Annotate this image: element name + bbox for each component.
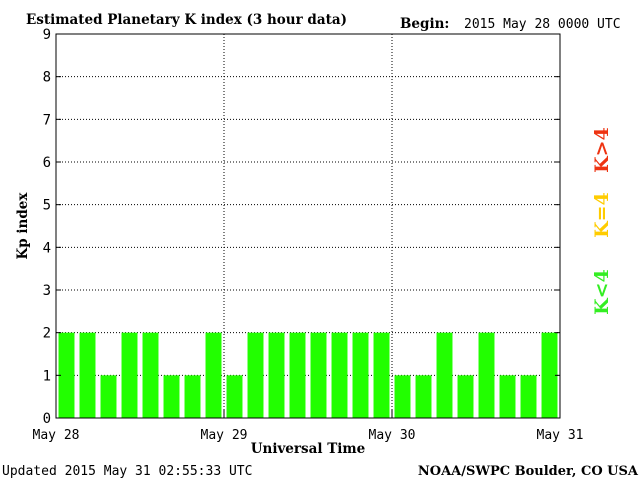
y-tick-label: 4 (43, 240, 51, 256)
bars-group (58, 332, 558, 418)
grid-lines (56, 34, 560, 418)
kp-bar (520, 375, 537, 418)
x-tick-label: May 30 (369, 428, 416, 443)
x-tick-label: May 29 (201, 428, 248, 443)
y-tick-label: 6 (43, 155, 51, 171)
kp-bar (541, 332, 558, 418)
y-tick-label: 2 (43, 326, 51, 342)
kp-bar (163, 375, 180, 418)
kp-bar (100, 375, 117, 418)
kp-bar (184, 375, 201, 418)
legend-k-below-4: K<4 (591, 269, 613, 315)
kp-bar (142, 332, 159, 418)
kp-bar (58, 332, 75, 418)
plot-frame (55, 33, 561, 419)
legend-k-equal-4: K=4 (591, 192, 613, 238)
y-axis-label: Kp index (15, 192, 31, 260)
kp-bar (457, 375, 474, 418)
source-credit: NOAA/SWPC Boulder, CO USA (418, 464, 639, 479)
x-ticks: May 28 May 29 May 30 May 31 (33, 410, 584, 443)
y-ticks: 0 1 2 3 4 5 6 7 8 9 (43, 27, 560, 427)
kp-bar (331, 332, 348, 418)
kp-bar (415, 375, 432, 418)
y-tick-label: 1 (43, 368, 51, 384)
kp-bar (205, 332, 222, 418)
x-tick-label: May 28 (33, 428, 80, 443)
begin-value: 2015 May 28 0000 UTC (464, 17, 621, 32)
kp-bar (310, 332, 327, 418)
updated-timestamp: Updated 2015 May 31 02:55:33 UTC (2, 464, 252, 479)
y-tick-label: 7 (43, 112, 51, 128)
legend-k-above-4: K>4 (591, 127, 613, 173)
y-tick-label: 8 (43, 70, 51, 86)
begin-label: Begin: (400, 16, 449, 32)
kp-bar (79, 332, 96, 418)
kp-bar (121, 332, 138, 418)
y-tick-label: 3 (43, 283, 51, 299)
kp-bar (226, 375, 243, 418)
y-tick-label: 5 (43, 198, 51, 214)
kp-bar (478, 332, 495, 418)
kp-bar (289, 332, 306, 418)
kp-bar (268, 332, 285, 418)
kp-bar (352, 332, 369, 418)
x-axis-label: Universal Time (251, 441, 366, 457)
kp-bar (247, 332, 264, 418)
y-tick-label: 9 (43, 27, 51, 43)
kp-bar (394, 375, 411, 418)
chart-title: Estimated Planetary K index (3 hour data… (26, 12, 347, 28)
kp-bar (373, 332, 390, 418)
kp-bar (499, 375, 516, 418)
y-tick-label: 0 (43, 411, 51, 427)
kp-bar (436, 332, 453, 418)
x-tick-label: May 31 (537, 428, 584, 443)
